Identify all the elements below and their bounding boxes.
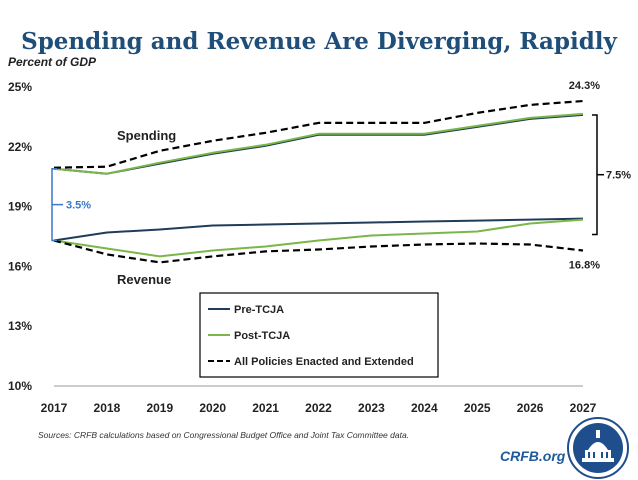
chart-title: Spending and Revenue Are Diverging, Rapi…	[21, 28, 617, 55]
x-tick-label: 2017	[41, 401, 68, 415]
legend-entry: Post-TCJA	[234, 330, 290, 342]
y-tick-label: 10%	[8, 379, 32, 393]
series-line-revenue	[53, 217, 584, 242]
x-tick-label: 2020	[199, 401, 226, 415]
spending-end-label: 24.3%	[569, 80, 600, 92]
x-tick-label: 2026	[517, 401, 544, 415]
revenue-end-label: 16.8%	[569, 259, 600, 271]
brand-link[interactable]: CRFB.org	[500, 448, 566, 464]
y-tick-label: 13%	[8, 319, 32, 333]
x-tick-label: 2019	[146, 401, 173, 415]
gap-end-label: 7.5%	[606, 170, 631, 182]
x-tick-label: 2024	[411, 401, 438, 415]
spending-label: Spending	[117, 128, 176, 143]
x-tick-label: 2027	[570, 401, 597, 415]
legend-entry: Pre-TCJA	[234, 304, 284, 316]
series-line-revenue	[53, 218, 584, 258]
series-line-spending	[53, 112, 584, 175]
source-note: Sources: CRFB calculations based on Cong…	[38, 430, 410, 440]
legend-box	[199, 292, 439, 378]
y-tick-label: 19%	[8, 200, 32, 214]
x-tick-label: 2021	[252, 401, 279, 415]
capitol-seal-icon	[567, 417, 629, 479]
legend-entry: All Policies Enacted and Extended	[234, 356, 414, 368]
annotations: Spending Revenue 24.3% 16.8% 3.5% 7.5%	[51, 80, 631, 287]
legend: Pre-TCJA Post-TCJA All Policies Enacted an…	[199, 292, 439, 378]
series-lines	[53, 99, 584, 264]
series-line-revenue	[53, 239, 584, 264]
x-tick-label: 2025	[464, 401, 491, 415]
y-tick-label: 22%	[8, 140, 32, 154]
revenue-label: Revenue	[117, 272, 171, 287]
x-tick-label: 2023	[358, 401, 385, 415]
gap-start-label: 3.5%	[66, 200, 91, 212]
gap-end-bracket	[592, 114, 598, 236]
x-tick-label: 2018	[94, 401, 121, 415]
axes: 10% 13% 16% 19% 22% 25% 2017 2018 2019 2020 2021 20…	[8, 80, 597, 415]
y-axis-label: Percent of GDP	[8, 55, 97, 69]
y-tick-label: 16%	[8, 259, 32, 273]
x-tick-label: 2022	[305, 401, 332, 415]
series-line-spending	[53, 99, 584, 169]
y-tick-label: 25%	[8, 80, 32, 94]
